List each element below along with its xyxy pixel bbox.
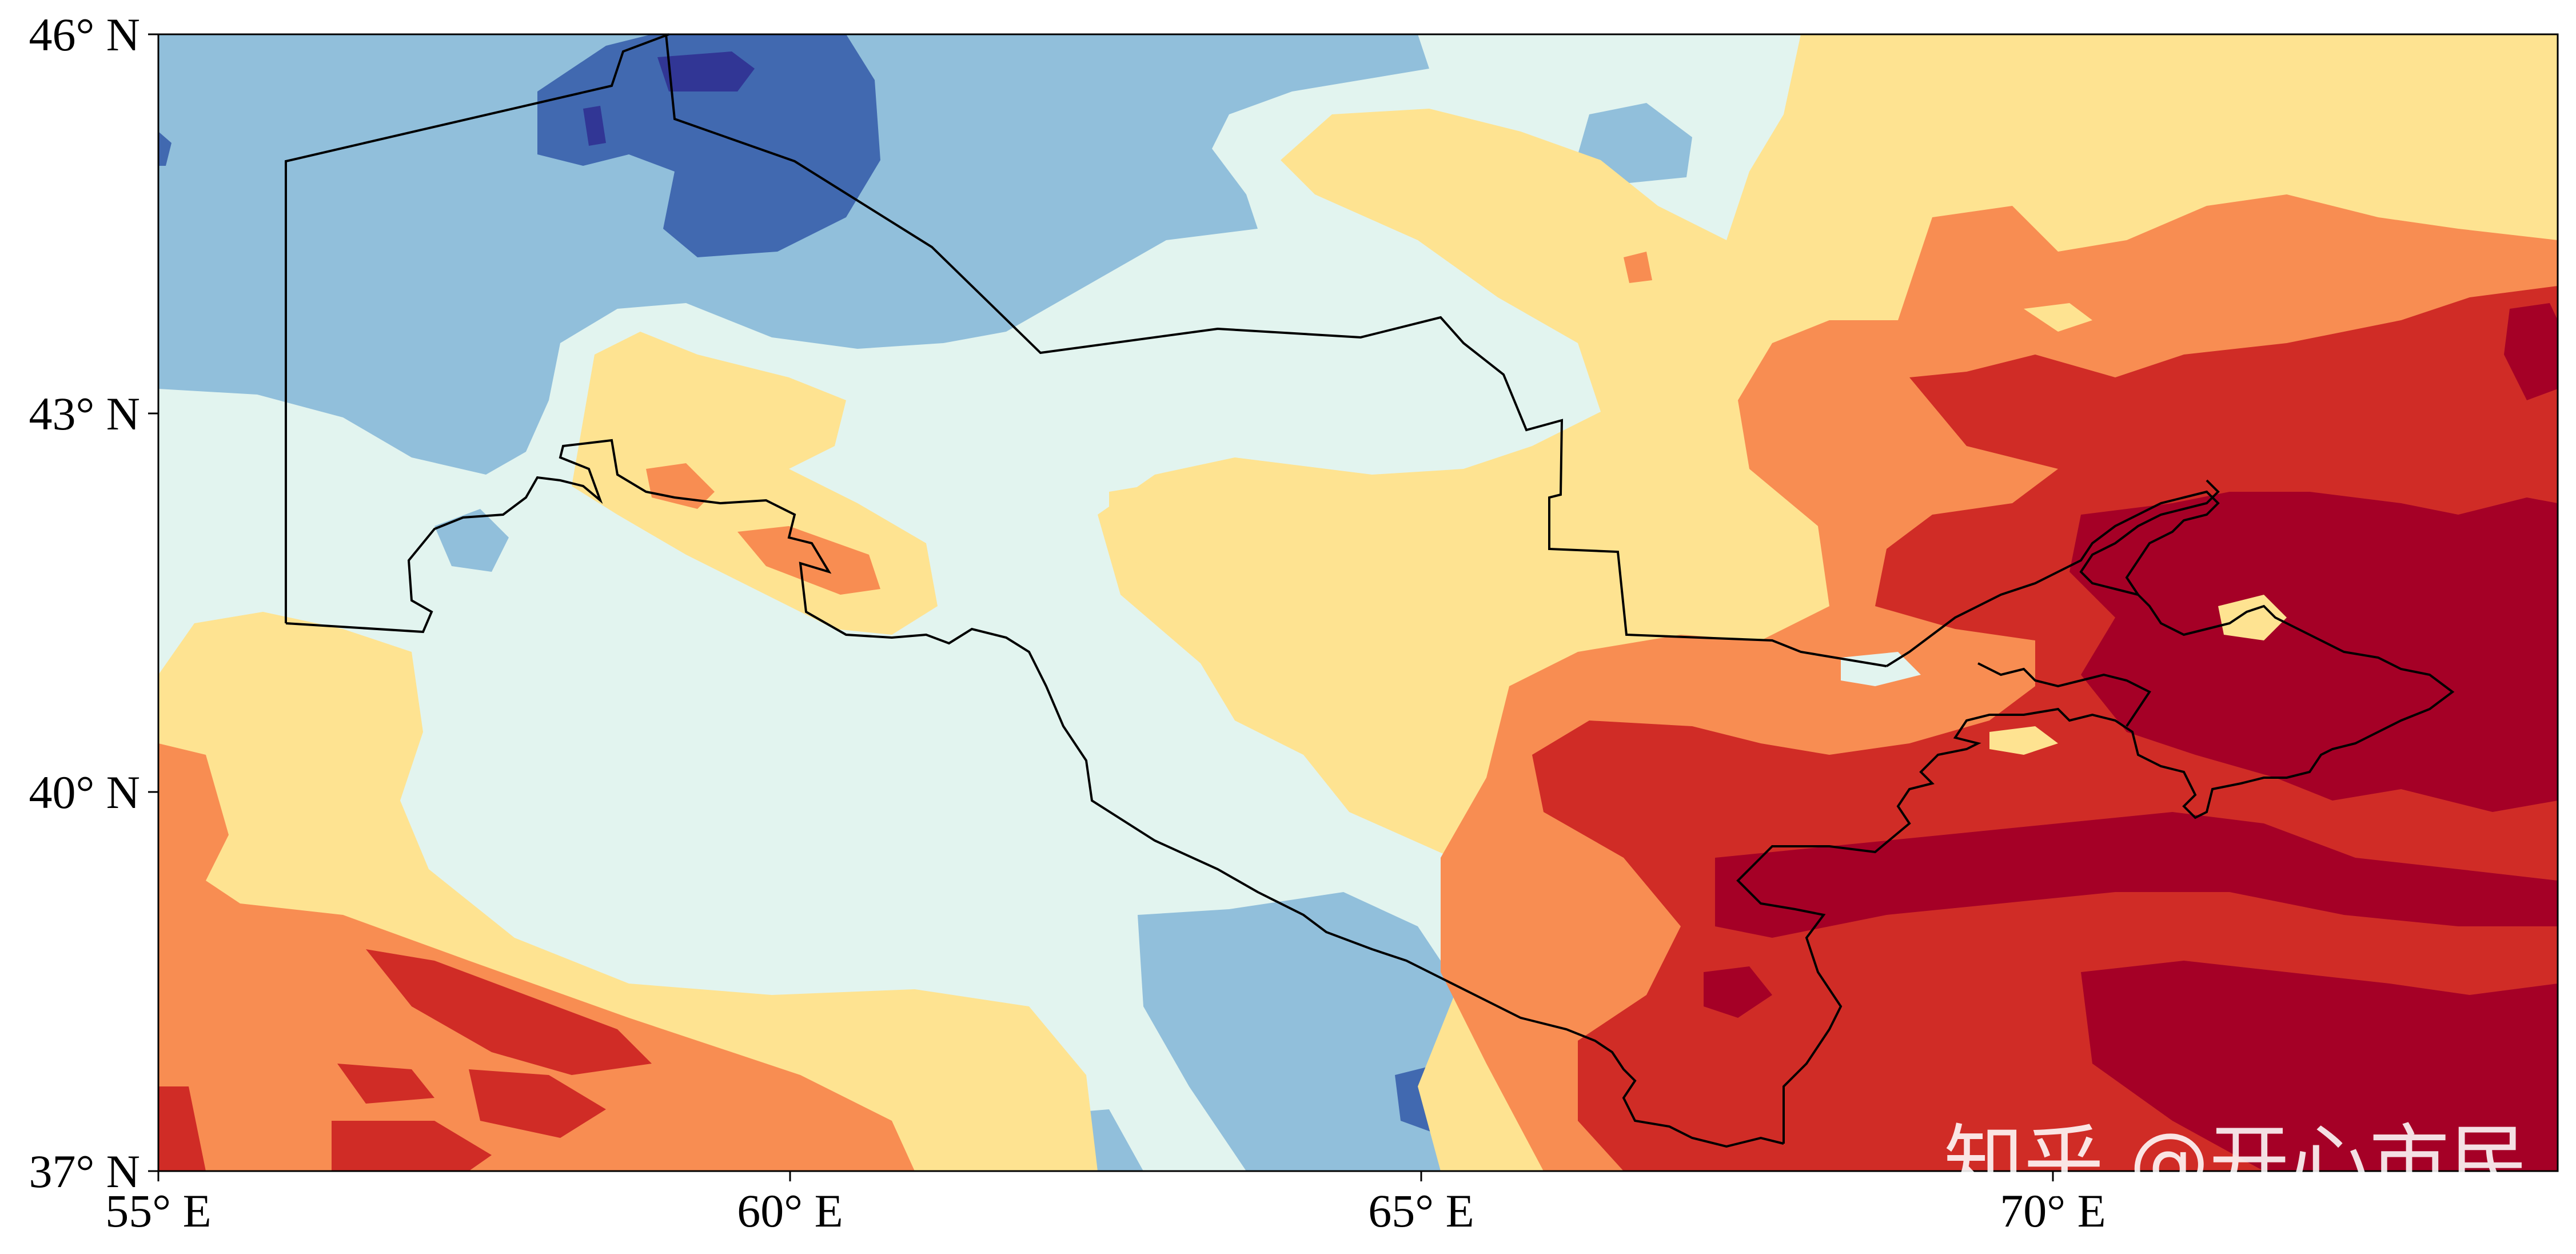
contour-dark-red-3 [2081, 961, 2558, 1171]
country-borders [285, 33, 2455, 1148]
contour-dark-red-5 [2504, 303, 2558, 400]
contour-red-sw-5 [332, 1121, 492, 1171]
lat-label-43: 43° N [29, 388, 140, 440]
border-kazakhstan-uzbekistan [285, 33, 1887, 667]
contour-pale-yellow-hole-1 [2218, 595, 2287, 640]
contour-light-blue-w [434, 509, 509, 572]
contour-dark-red-4 [1704, 966, 1772, 1018]
lat-tick-labels: 46° N 43° N 40° N 37° N [29, 9, 140, 1197]
plot-frame [157, 33, 2559, 1172]
contour-orange-aral-1 [646, 463, 715, 509]
contour-red-sw-4 [158, 1086, 206, 1171]
contour-blue-east-edge [158, 132, 172, 166]
lat-label-37: 37° N [29, 1145, 140, 1197]
contour-pale-yellow-hole-3 [2024, 303, 2092, 332]
contour-orange-aral-2 [737, 526, 880, 595]
watermark-text: 知乎 @开心市民 [1944, 1116, 2530, 1209]
contour-red-sw-3 [469, 1069, 606, 1138]
axis-ticks [148, 33, 2054, 1181]
contour-blue-north [537, 34, 880, 257]
contour-deep-blue-2 [583, 106, 606, 146]
border-aral-west [285, 439, 1784, 1148]
contour-pale-yellow-center [1109, 480, 1201, 572]
lon-label-60: 60° E [737, 1185, 843, 1237]
border-tajikistan-kyrgyzstan [1736, 479, 2455, 1144]
contour-fill-layer [158, 34, 2558, 1171]
contour-orange-dot [1624, 252, 1652, 283]
contour-dark-red-1 [2069, 492, 2558, 812]
lon-label-70: 70° E [2000, 1185, 2106, 1237]
contour-pale-cyan-hole-1 [1841, 652, 1921, 686]
contour-light-blue-ne [1578, 103, 1692, 183]
contour-pale-yellow-hole-2 [1989, 726, 2058, 755]
border-fergana-valley [1885, 490, 2220, 727]
lon-label-65: 65° E [1368, 1185, 1474, 1237]
lon-tick-labels: 55° E 60° E 65° E 70° E [105, 1185, 2106, 1237]
lat-label-46: 46° N [29, 9, 140, 61]
contour-dark-red-2 [1715, 812, 2558, 938]
contour-deep-blue-1 [657, 51, 755, 91]
lon-label-55: 55° E [105, 1185, 211, 1237]
contour-red-sw-2 [337, 1064, 434, 1104]
lat-label-40: 40° N [29, 766, 140, 818]
contour-light-blue-north [158, 34, 1429, 475]
contour-red-sw [366, 949, 652, 1075]
contour-orange-sw [158, 743, 915, 1171]
